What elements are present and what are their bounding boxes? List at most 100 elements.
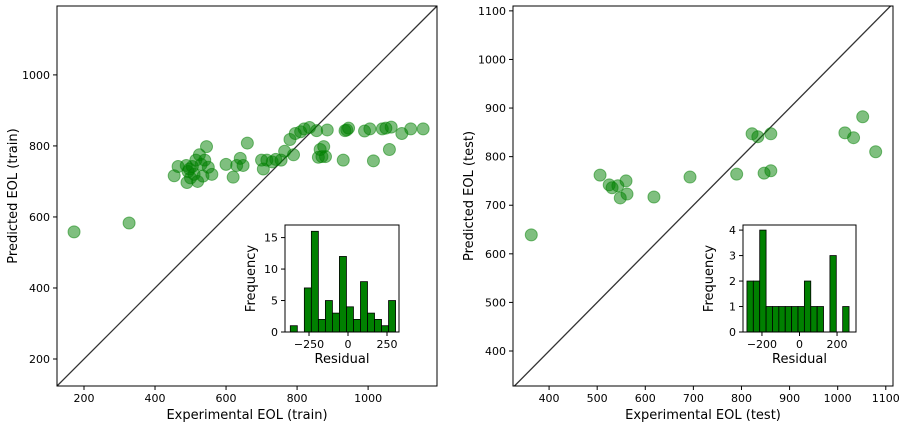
point bbox=[205, 167, 219, 181]
identity-line bbox=[56, 5, 438, 387]
point bbox=[869, 145, 883, 159]
point bbox=[524, 228, 538, 242]
y-tick-label: 800 bbox=[29, 140, 50, 153]
bar bbox=[784, 306, 793, 333]
bar bbox=[746, 280, 754, 333]
point bbox=[200, 140, 214, 154]
y-tick-label: 200 bbox=[29, 353, 50, 366]
point bbox=[619, 174, 633, 188]
point bbox=[847, 131, 861, 145]
x-tick-label: 800 bbox=[287, 392, 308, 405]
x-tick-label: 400 bbox=[539, 392, 560, 405]
point bbox=[67, 225, 81, 239]
bar bbox=[289, 325, 298, 333]
bar bbox=[803, 280, 812, 333]
x-tick-label: 250 bbox=[376, 338, 397, 351]
x-tick-label: 400 bbox=[145, 392, 166, 405]
x-tick-label: 1000 bbox=[824, 392, 852, 405]
x-tick-label: 600 bbox=[635, 392, 656, 405]
frame bbox=[56, 5, 438, 387]
y-tick-label: 1100 bbox=[478, 5, 506, 18]
bar bbox=[829, 255, 837, 333]
point bbox=[318, 150, 332, 164]
y-tick-label: 4 bbox=[729, 224, 736, 237]
bar bbox=[374, 319, 382, 333]
x-axis-label: Experimental EOL (test) bbox=[625, 408, 781, 423]
frame bbox=[512, 5, 894, 387]
identity-line bbox=[513, 5, 892, 387]
point bbox=[593, 168, 607, 182]
x-axis-label: Experimental EOL (train) bbox=[166, 408, 327, 423]
frame bbox=[284, 224, 400, 333]
bar bbox=[778, 306, 786, 333]
bar bbox=[324, 300, 333, 333]
point bbox=[384, 120, 398, 134]
bar bbox=[310, 230, 319, 333]
bar bbox=[332, 312, 340, 333]
bar bbox=[317, 319, 326, 333]
bar bbox=[353, 319, 361, 333]
x-axis-label: Residual bbox=[772, 352, 827, 367]
y-axis-label: Frequency bbox=[702, 245, 717, 312]
y-tick-label: 700 bbox=[485, 199, 506, 212]
point bbox=[730, 167, 744, 181]
point bbox=[240, 136, 254, 150]
point bbox=[764, 127, 778, 141]
bar bbox=[772, 306, 780, 333]
y-axis-label: Frequency bbox=[244, 245, 259, 312]
y-tick-label: 600 bbox=[29, 211, 50, 224]
x-tick-label: 0 bbox=[796, 338, 803, 351]
y-tick-label: 800 bbox=[485, 151, 506, 164]
bar bbox=[765, 306, 773, 333]
x-tick-label: 200 bbox=[73, 392, 94, 405]
frame bbox=[742, 224, 857, 333]
point bbox=[620, 187, 634, 201]
y-tick-label: 3 bbox=[729, 250, 736, 263]
point bbox=[336, 153, 350, 167]
x-tick-label: 0 bbox=[345, 338, 352, 351]
point bbox=[647, 190, 661, 204]
bar bbox=[842, 306, 850, 333]
bar bbox=[346, 306, 354, 333]
point bbox=[287, 148, 301, 162]
bar bbox=[381, 325, 389, 333]
y-tick-label: 5 bbox=[271, 295, 278, 308]
point bbox=[683, 170, 697, 184]
point bbox=[751, 130, 765, 144]
x-tick-label: −200 bbox=[747, 338, 777, 351]
point bbox=[226, 170, 240, 184]
point bbox=[236, 158, 250, 172]
x-tick-label: 1100 bbox=[872, 392, 900, 405]
bar bbox=[360, 281, 368, 333]
point bbox=[363, 122, 377, 136]
point bbox=[404, 122, 418, 136]
point bbox=[366, 154, 380, 168]
x-tick-label: 900 bbox=[779, 392, 800, 405]
point bbox=[342, 121, 356, 135]
x-tick-label: 200 bbox=[827, 338, 848, 351]
y-tick-label: 1000 bbox=[22, 69, 50, 82]
bar bbox=[339, 256, 347, 333]
point bbox=[219, 157, 233, 171]
x-axis-label: Residual bbox=[315, 352, 370, 367]
point bbox=[382, 142, 396, 156]
bar bbox=[759, 229, 767, 333]
y-tick-label: 400 bbox=[485, 345, 506, 358]
bar bbox=[367, 312, 375, 333]
bar bbox=[816, 306, 824, 333]
y-tick-label: 500 bbox=[485, 296, 506, 309]
x-tick-label: −250 bbox=[294, 338, 324, 351]
x-tick-label: 600 bbox=[216, 392, 237, 405]
x-tick-label: 700 bbox=[683, 392, 704, 405]
bar bbox=[810, 306, 818, 333]
y-axis-label: Predicted EOL (test) bbox=[462, 131, 477, 261]
x-tick-label: 500 bbox=[587, 392, 608, 405]
x-tick-label: 1000 bbox=[354, 392, 382, 405]
y-tick-label: 1 bbox=[729, 301, 736, 314]
y-tick-label: 2 bbox=[729, 275, 736, 288]
bar bbox=[752, 280, 761, 333]
x-tick-label: 800 bbox=[731, 392, 752, 405]
point bbox=[856, 110, 870, 124]
y-tick-label: 10 bbox=[264, 263, 278, 276]
